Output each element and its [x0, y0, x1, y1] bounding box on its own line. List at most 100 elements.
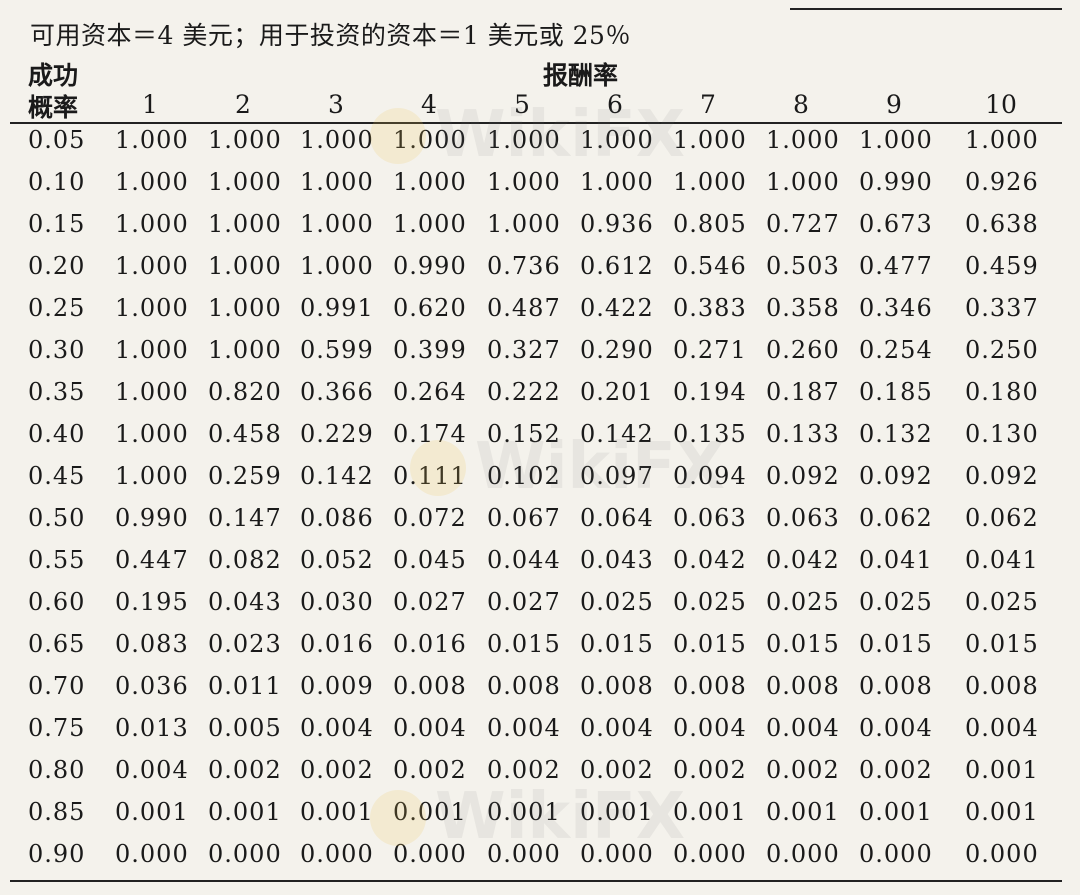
ruin-probability-cell: 0.004 [766, 714, 840, 742]
ruin-probability-cell: 0.097 [580, 462, 654, 490]
watermark-logo-icon [370, 108, 426, 164]
success-probability-cell: 0.15 [28, 210, 86, 238]
ruin-probability-cell: 0.250 [965, 336, 1039, 364]
ruin-probability-cell: 0.000 [393, 840, 467, 868]
table-row: 0.40 1.000 0.458 0.229 0.174 0.152 0.142 0.135 0… [0, 420, 1080, 460]
ruin-probability-cell: 0.638 [965, 210, 1039, 238]
ruin-probability-cell: 0.254 [859, 336, 933, 364]
ruin-probability-cell: 0.187 [766, 378, 840, 406]
table-row: 0.15 1.000 1.000 1.000 1.000 1.000 0.936 0.805 0… [0, 210, 1080, 250]
ruin-probability-cell: 0.025 [965, 588, 1039, 616]
ruin-probability-cell: 0.337 [965, 294, 1039, 322]
ruin-probability-cell: 0.002 [580, 756, 654, 784]
ruin-probability-cell: 0.002 [766, 756, 840, 784]
ruin-probability-cell: 1.000 [300, 210, 374, 238]
column-header: 6 [607, 90, 623, 119]
ruin-probability-cell: 0.025 [766, 588, 840, 616]
ruin-probability-cell: 0.083 [115, 630, 189, 658]
success-probability-cell: 0.35 [28, 378, 86, 406]
ruin-probability-cell: 0.673 [859, 210, 933, 238]
ruin-probability-cell: 0.044 [487, 546, 561, 574]
ruin-probability-cell: 0.111 [393, 462, 467, 490]
ruin-probability-cell: 1.000 [965, 126, 1039, 154]
ruin-probability-cell: 0.135 [673, 420, 747, 448]
ruin-probability-cell: 0.002 [393, 756, 467, 784]
ruin-probability-cell: 0.000 [859, 840, 933, 868]
ruin-probability-cell: 0.008 [487, 672, 561, 700]
table-row: 0.65 0.083 0.023 0.016 0.016 0.015 0.015 0.015 0… [0, 630, 1080, 670]
ruin-probability-cell: 0.260 [766, 336, 840, 364]
column-header: 1 [142, 90, 158, 119]
ruin-probability-cell: 0.086 [300, 504, 374, 532]
ruin-probability-cell: 0.004 [393, 714, 467, 742]
table-row: 0.35 1.000 0.820 0.366 0.264 0.222 0.201 0.194 0… [0, 378, 1080, 418]
ruin-probability-cell: 0.132 [859, 420, 933, 448]
ruin-probability-cell: 1.000 [115, 252, 189, 280]
ruin-probability-cell: 0.001 [965, 756, 1039, 784]
ruin-probability-cell: 0.043 [208, 588, 282, 616]
ruin-probability-cell: 1.000 [393, 168, 467, 196]
ruin-probability-cell: 0.290 [580, 336, 654, 364]
ruin-probability-cell: 0.002 [208, 756, 282, 784]
ruin-probability-cell: 1.000 [208, 168, 282, 196]
ruin-probability-cell: 0.990 [393, 252, 467, 280]
ruin-probability-cell: 0.008 [580, 672, 654, 700]
ruin-probability-cell: 0.459 [965, 252, 1039, 280]
ruin-probability-cell: 0.001 [965, 798, 1039, 826]
ruin-probability-cell: 0.174 [393, 420, 467, 448]
ruin-probability-cell: 1.000 [300, 252, 374, 280]
ruin-probability-cell: 0.000 [580, 840, 654, 868]
top-rule [790, 8, 1062, 10]
ruin-probability-cell: 0.025 [673, 588, 747, 616]
ruin-probability-cell: 0.229 [300, 420, 374, 448]
ruin-probability-cell: 0.805 [673, 210, 747, 238]
ruin-probability-cell: 0.727 [766, 210, 840, 238]
ruin-probability-cell: 1.000 [393, 210, 467, 238]
ruin-probability-cell: 0.546 [673, 252, 747, 280]
table-row: 0.10 1.000 1.000 1.000 1.000 1.000 1.000 1.000 1… [0, 168, 1080, 208]
success-probability-cell: 0.85 [28, 798, 86, 826]
column-header: 5 [514, 90, 530, 119]
ruin-probability-cell: 0.004 [673, 714, 747, 742]
ruin-probability-cell: 0.008 [859, 672, 933, 700]
ruin-probability-cell: 0.063 [766, 504, 840, 532]
ruin-probability-cell: 0.991 [300, 294, 374, 322]
ruin-probability-cell: 0.185 [859, 378, 933, 406]
ruin-probability-cell: 0.000 [487, 840, 561, 868]
ruin-probability-cell: 0.000 [208, 840, 282, 868]
ruin-probability-cell: 0.990 [115, 504, 189, 532]
header-rule [10, 122, 1062, 124]
ruin-probability-cell: 0.008 [673, 672, 747, 700]
ruin-probability-cell: 0.016 [393, 630, 467, 658]
ruin-probability-cell: 1.000 [208, 252, 282, 280]
header-payoff-ratio: 报酬率 [543, 61, 619, 90]
ruin-probability-cell: 0.092 [859, 462, 933, 490]
ruin-probability-cell: 0.004 [965, 714, 1039, 742]
ruin-probability-cell: 0.008 [766, 672, 840, 700]
success-probability-cell: 0.20 [28, 252, 86, 280]
ruin-probability-cell: 0.383 [673, 294, 747, 322]
ruin-probability-cell: 0.004 [859, 714, 933, 742]
ruin-probability-cell: 0.820 [208, 378, 282, 406]
table-row: 0.90 0.000 0.000 0.000 0.000 0.000 0.000 0.000 0… [0, 840, 1080, 880]
ruin-probability-cell: 0.180 [965, 378, 1039, 406]
table-caption: 可用资本＝4 美元；用于投资的资本＝1 美元或 25％ [30, 21, 631, 50]
ruin-probability-cell: 0.487 [487, 294, 561, 322]
column-header: 10 [985, 90, 1017, 119]
ruin-probability-cell: 1.000 [580, 168, 654, 196]
column-header: 3 [328, 90, 344, 119]
success-probability-cell: 0.55 [28, 546, 86, 574]
ruin-probability-cell: 0.015 [673, 630, 747, 658]
ruin-probability-cell: 0.011 [208, 672, 282, 700]
ruin-probability-cell: 0.001 [580, 798, 654, 826]
ruin-probability-cell: 0.004 [487, 714, 561, 742]
ruin-probability-cell: 0.936 [580, 210, 654, 238]
table-row: 0.85 0.001 0.001 0.001 0.001 0.001 0.001 0.001 0… [0, 798, 1080, 838]
ruin-probability-cell: 0.366 [300, 378, 374, 406]
ruin-probability-cell: 0.002 [859, 756, 933, 784]
ruin-probability-cell: 0.045 [393, 546, 467, 574]
ruin-probability-cell: 0.271 [673, 336, 747, 364]
column-header: 9 [886, 90, 902, 119]
ruin-probability-cell: 0.001 [300, 798, 374, 826]
success-probability-cell: 0.25 [28, 294, 86, 322]
